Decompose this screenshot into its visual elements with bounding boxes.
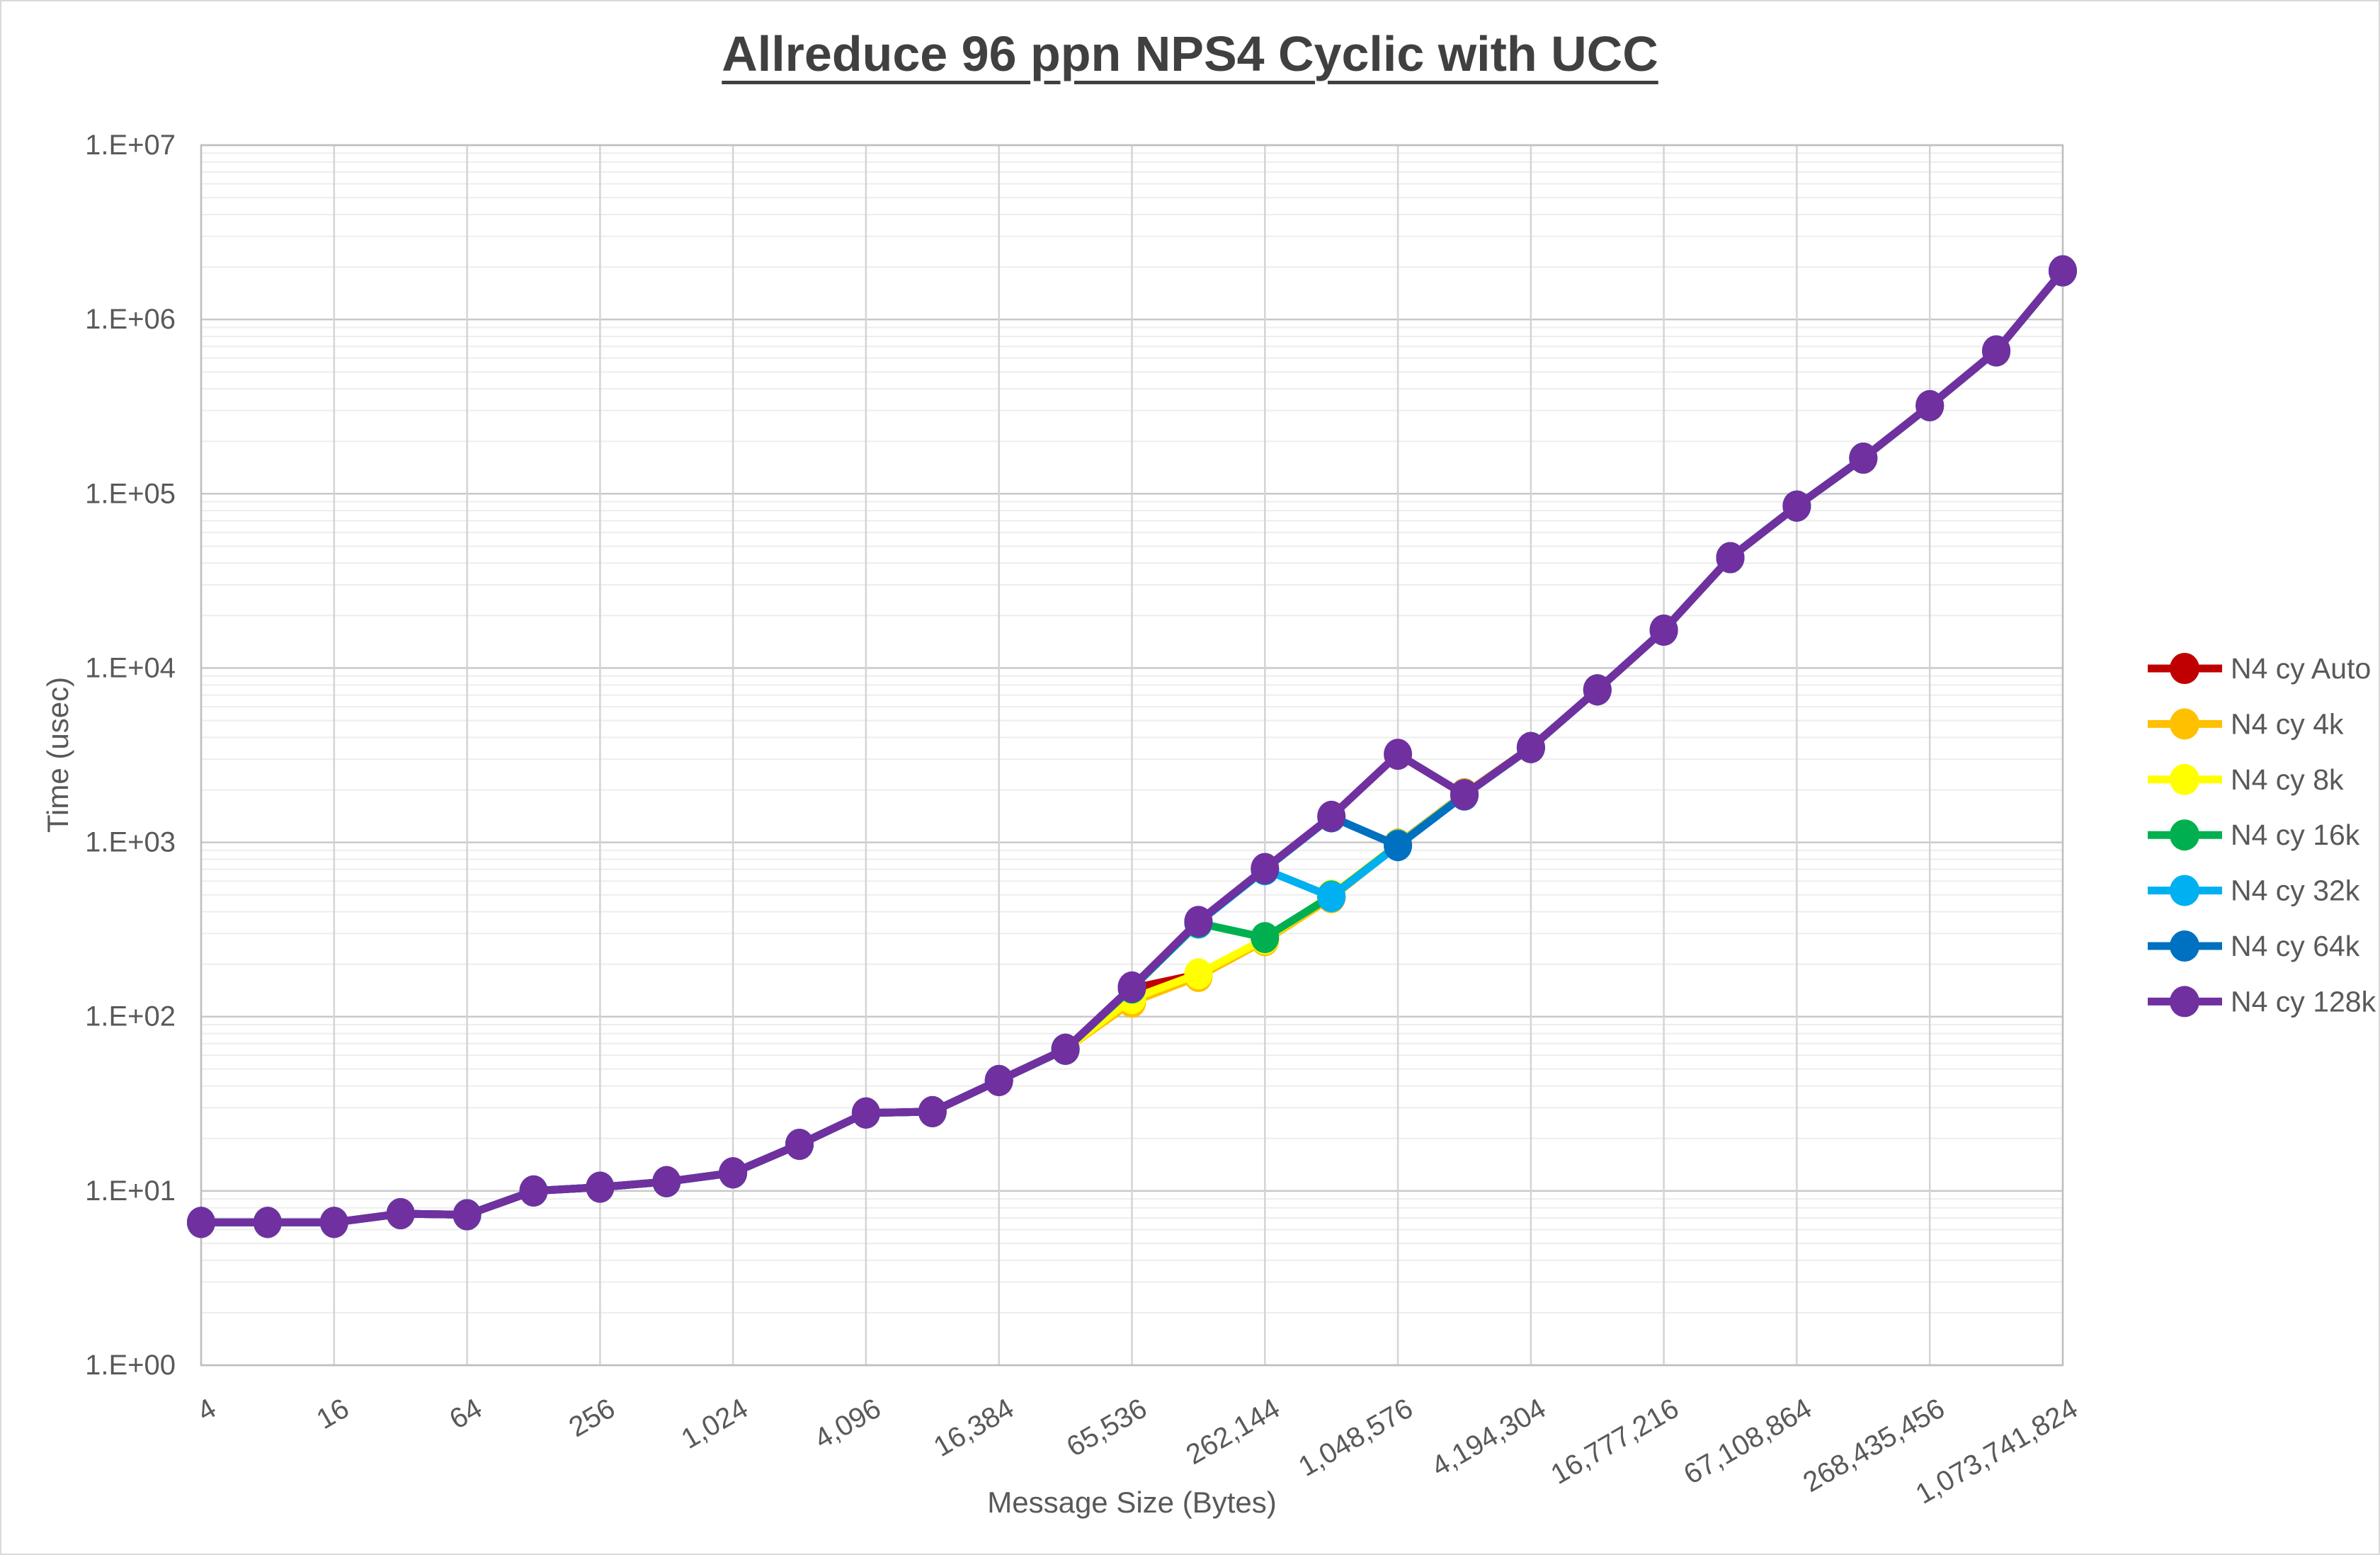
data-point-marker bbox=[253, 1207, 282, 1238]
x-tick-label: 16,777,216 bbox=[1546, 1393, 1684, 1491]
data-point-marker bbox=[1184, 906, 1213, 938]
legend-label: N4 cy 4k bbox=[2231, 707, 2344, 740]
x-tick-label: 262,144 bbox=[1181, 1393, 1285, 1471]
data-point-marker bbox=[1184, 958, 1213, 990]
y-tick-label: 1.E+04 bbox=[85, 652, 176, 683]
data-point-marker bbox=[1251, 853, 1280, 884]
legend-label: N4 cy 16k bbox=[2231, 819, 2360, 851]
x-tick-label: 4,096 bbox=[809, 1393, 887, 1455]
legend-marker bbox=[2170, 708, 2199, 740]
x-axis-tick-labels: 4 16 64 256 1,024 4,096 16,384 65,536 262,144 1,0… bbox=[192, 1393, 2083, 1510]
legend-item-n4-cy-auto: N4 cy Auto bbox=[2148, 652, 2371, 685]
data-point-marker bbox=[851, 1097, 880, 1129]
data-point-marker bbox=[1051, 1033, 1080, 1065]
legend-label: N4 cy 128k bbox=[2231, 985, 2376, 1018]
legend-item-n4-cy-4k: N4 cy 4k bbox=[2148, 707, 2344, 740]
x-tick-label: 64 bbox=[445, 1393, 488, 1435]
chart-title-text: Allreduce 96 ppn NPS4 Cyclic with UCC bbox=[722, 26, 1658, 81]
legend-item-n4-cy-32k: N4 cy 32k bbox=[2148, 875, 2360, 907]
x-tick-label: 16,384 bbox=[928, 1393, 1019, 1463]
data-point-marker bbox=[1384, 739, 1413, 770]
major-gridlines bbox=[200, 144, 2064, 1367]
data-point-marker bbox=[1117, 971, 1146, 1003]
data-point-marker bbox=[386, 1198, 415, 1229]
x-tick-label: 1,048,576 bbox=[1293, 1393, 1418, 1483]
legend-marker bbox=[2170, 986, 2199, 1018]
legend-marker bbox=[2170, 930, 2199, 962]
y-tick-label: 1.E+02 bbox=[85, 1001, 176, 1032]
legend-item-n4-cy-64k: N4 cy 64k bbox=[2148, 930, 2360, 962]
x-tick-label: 4,194,304 bbox=[1426, 1393, 1551, 1483]
plot-border bbox=[200, 144, 2064, 1367]
legend-label: N4 cy Auto bbox=[2231, 652, 2371, 685]
legend-label: N4 cy 8k bbox=[2231, 763, 2344, 796]
data-point-marker bbox=[1915, 389, 1945, 421]
legend: N4 cy Auto N4 cy 4k N4 cy 8k N4 cy 16k N4 cy… bbox=[2148, 652, 2376, 1018]
data-point-marker bbox=[1317, 800, 1346, 832]
y-tick-label: 1.E+03 bbox=[85, 827, 176, 858]
x-tick-label: 16 bbox=[312, 1393, 355, 1435]
data-point-marker bbox=[1251, 922, 1280, 954]
data-point-marker bbox=[187, 1207, 215, 1238]
data-point-marker bbox=[984, 1064, 1013, 1096]
x-tick-label: 256 bbox=[564, 1393, 620, 1443]
y-tick-label: 1.E+05 bbox=[85, 478, 176, 509]
data-point-marker bbox=[1583, 674, 1612, 706]
data-point-marker bbox=[1516, 731, 1545, 763]
x-tick-label: 4 bbox=[192, 1393, 221, 1428]
x-axis-title: Message Size (Bytes) bbox=[987, 1486, 1277, 1519]
data-point-marker bbox=[918, 1095, 947, 1127]
data-point-marker bbox=[652, 1166, 681, 1197]
legend-item-n4-cy-16k: N4 cy 16k bbox=[2148, 819, 2360, 851]
legend-label: N4 cy 32k bbox=[2231, 875, 2360, 907]
data-point-marker bbox=[1450, 779, 1479, 811]
legend-marker bbox=[2170, 653, 2199, 684]
y-tick-label: 1.E+07 bbox=[85, 130, 176, 161]
series-n4-cy-128k bbox=[187, 255, 2077, 1238]
data-point-marker bbox=[586, 1171, 615, 1203]
y-tick-label: 1.E+01 bbox=[85, 1175, 176, 1207]
legend-item-n4-cy-8k: N4 cy 8k bbox=[2148, 763, 2344, 796]
legend-marker bbox=[2170, 819, 2199, 851]
data-point-marker bbox=[1716, 542, 1745, 574]
data-point-marker bbox=[1982, 335, 2011, 367]
legend-item-n4-cy-128k: N4 cy 128k bbox=[2148, 985, 2376, 1018]
legend-label: N4 cy 64k bbox=[2231, 930, 2360, 962]
x-tick-label: 65,536 bbox=[1061, 1393, 1152, 1463]
data-point-marker bbox=[785, 1129, 814, 1161]
y-tick-label: 1.E+06 bbox=[85, 304, 176, 335]
data-point-marker bbox=[319, 1207, 348, 1238]
data-point-marker bbox=[452, 1199, 482, 1231]
data-point-marker bbox=[719, 1157, 748, 1189]
data-point-marker bbox=[1649, 614, 1678, 646]
x-tick-label: 67,108,864 bbox=[1679, 1393, 1817, 1491]
y-tick-label: 1.E+00 bbox=[85, 1350, 176, 1381]
data-point-marker bbox=[519, 1175, 548, 1207]
data-point-marker bbox=[2049, 255, 2077, 287]
legend-marker bbox=[2170, 763, 2199, 795]
data-point-marker bbox=[1317, 881, 1346, 913]
y-axis-tick-labels: 1.E+00 1.E+01 1.E+02 1.E+03 1.E+04 1.E+05 1.E+… bbox=[85, 130, 176, 1381]
legend-marker bbox=[2170, 875, 2199, 906]
x-tick-label: 1,024 bbox=[676, 1393, 753, 1455]
chart-title: Allreduce 96 ppn NPS4 Cyclic with UCC bbox=[1, 25, 2379, 82]
data-point-marker bbox=[1782, 490, 1811, 522]
data-point-marker bbox=[1849, 443, 1878, 474]
data-point-marker bbox=[1384, 830, 1413, 862]
